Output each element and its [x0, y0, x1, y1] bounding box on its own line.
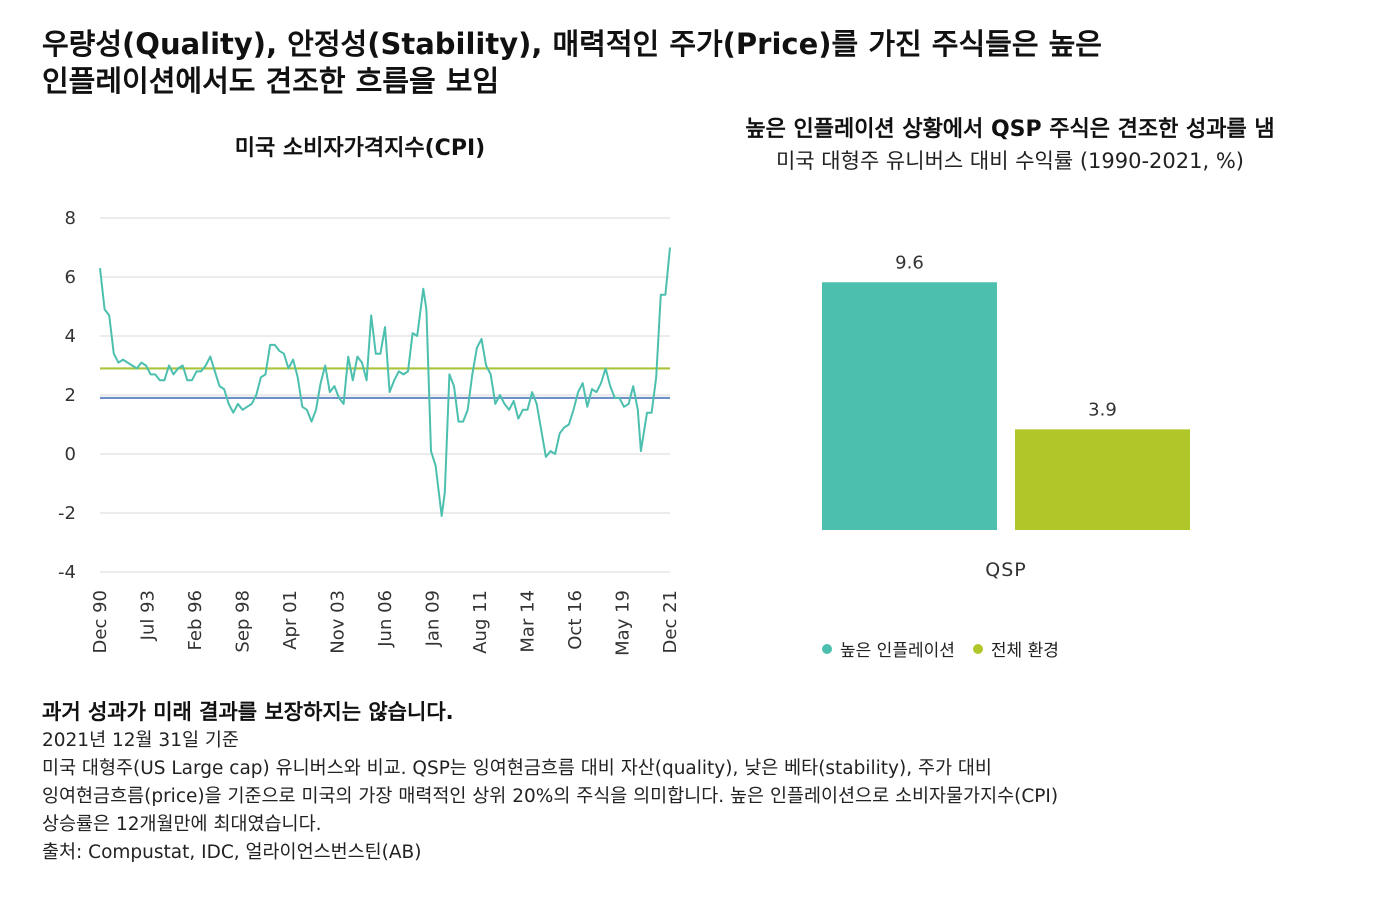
y-tick-label: 0 [65, 444, 76, 465]
bar-chart-title: 높은 인플레이션 상황에서 QSP 주식은 견조한 성과를 냄 [745, 117, 1275, 142]
legend-item-all-environments: 전체 환경 [972, 636, 1059, 661]
y-tick-label: 2 [65, 385, 76, 406]
x-tick-label: Dec 90 [90, 590, 111, 653]
x-tick-label: May 19 [613, 590, 634, 656]
x-tick-label: Mar 14 [518, 590, 539, 653]
x-tick-label: Jan 09 [423, 590, 444, 647]
main-title-line2: 인플레이션에서도 견조한 흐름을 보임 [42, 64, 500, 98]
disclaimer: 과거 성과가 미래 결과를 보장하지는 않습니다. [42, 700, 454, 724]
bar-all-environments [1015, 429, 1190, 530]
bar-chart-subtitle: 미국 대형주 유니버스 대비 수익률 (1990-2021, %) [775, 149, 1244, 173]
legend-dot-all-environments [972, 643, 983, 654]
footer-notes: 과거 성과가 미래 결과를 보장하지는 않습니다. 2021년 12월 31일 … [42, 697, 1342, 867]
x-tick-label: Aug 11 [470, 590, 491, 654]
x-tick-label: Apr 01 [280, 590, 301, 650]
x-tick-label: Jun 06 [375, 590, 396, 648]
main-title: 우량성(Quality), 안정성(Stability), 매력적인 주가(Pr… [42, 26, 1342, 100]
y-tick-label: -4 [58, 562, 76, 583]
note-line-3: 상승률은 12개월만에 최대였습니다. [42, 814, 322, 835]
main-title-line1: 우량성(Quality), 안정성(Stability), 매력적인 주가(Pr… [42, 27, 1102, 61]
qsp-bar-chart: 9.6 3.9 QSP [822, 252, 1190, 581]
y-tick-label: 6 [65, 267, 76, 288]
bar-high-inflation [822, 282, 997, 530]
legend-item-high-inflation: 높은 인플레이션 [822, 636, 955, 661]
x-tick-label: Feb 96 [185, 590, 206, 651]
cpi-series-line [99, 247, 671, 517]
x-tick-label: Oct 16 [565, 590, 586, 650]
x-tick-label: Nov 03 [328, 590, 349, 654]
bar-chart-legend: 높은 인플레이션 전체 환경 [822, 636, 1059, 661]
category-label-qsp: QSP [985, 559, 1026, 581]
cpi-chart-title: 미국 소비자가격지수(CPI) [234, 136, 486, 161]
date-note: 2021년 12월 31일 기준 [42, 730, 239, 751]
legend-label-all-environments: 전체 환경 [990, 641, 1059, 661]
bar-value-label-all-environments: 3.9 [1088, 399, 1117, 420]
x-tick-label: Jul 93 [138, 590, 159, 641]
source-note: 출처: Compustat, IDC, 얼라이언스번스틴(AB) [42, 842, 422, 863]
legend-label-high-inflation: 높은 인플레이션 [840, 641, 955, 661]
note-line-2: 잉여현금흐름(price)을 기준으로 미국의 가장 매력적인 상위 20%의 … [42, 786, 1059, 807]
note-line-1: 미국 대형주(US Large cap) 유니버스와 비교. QSP는 잉여현금… [42, 758, 992, 779]
legend-dot-high-inflation [822, 643, 832, 654]
x-tick-label: Dec 21 [660, 590, 681, 653]
y-tick-label: 4 [65, 326, 76, 347]
cpi-line-chart: 8 6 4 2 0 -2 -4 Dec 90 Jul 93 Feb 96 Sep 98 Apr 01 N… [58, 208, 681, 656]
y-tick-label: 8 [65, 208, 76, 229]
y-tick-label: -2 [58, 503, 76, 524]
x-tick-label: Sep 98 [233, 590, 254, 653]
bar-value-label-high-inflation: 9.6 [895, 252, 924, 273]
